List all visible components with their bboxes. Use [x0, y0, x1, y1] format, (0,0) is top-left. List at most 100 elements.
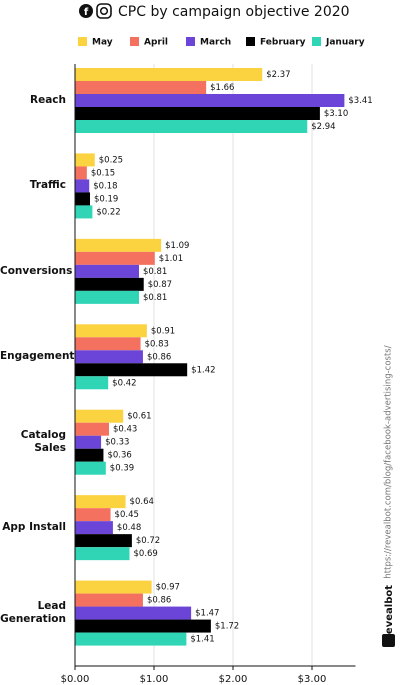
value-label: $0.45: [115, 510, 139, 520]
value-label: $1.66: [210, 83, 234, 93]
category-label: Lead Generation: [0, 600, 66, 626]
facebook-icon: [79, 4, 93, 18]
value-label: $0.87: [148, 280, 172, 290]
value-label: $0.91: [151, 326, 175, 336]
bar: [75, 448, 104, 462]
legend-swatch: [246, 37, 255, 46]
legend-swatch: [186, 37, 195, 46]
value-label: $3.10: [324, 109, 348, 119]
bar: [75, 277, 144, 291]
bar: [75, 153, 95, 167]
bar: [75, 350, 143, 364]
value-label: $2.37: [266, 70, 290, 80]
bar: [75, 606, 192, 620]
x-tick-label: $3.00: [298, 674, 327, 685]
bar: [75, 94, 345, 107]
value-label: $1.42: [191, 365, 215, 375]
value-label: $0.15: [91, 168, 115, 178]
value-label: $0.86: [147, 352, 171, 362]
bar: [75, 324, 147, 338]
value-label: $0.64: [130, 497, 154, 507]
category-label: Conversions: [0, 264, 73, 277]
bar: [75, 363, 188, 377]
value-label: $0.97: [156, 583, 180, 593]
bar: [75, 205, 93, 219]
category-label: Reach: [30, 94, 66, 106]
brand: revealbot: [384, 585, 395, 639]
value-label: $3.41: [348, 96, 372, 106]
legend-label: March: [200, 38, 231, 48]
value-label: $1.41: [190, 635, 214, 645]
legend-label: May: [92, 38, 113, 48]
value-label: $0.86: [147, 596, 171, 606]
value-label: $0.61: [127, 412, 151, 422]
facebook-glyph: f: [84, 7, 89, 18]
bar: [75, 264, 139, 278]
value-label: $0.36: [107, 451, 131, 461]
bar: [75, 179, 90, 193]
bar: [75, 495, 126, 509]
bar: [75, 580, 152, 594]
bar: [75, 534, 132, 548]
category-label: Catalog Sales: [20, 429, 66, 455]
bar: [75, 461, 106, 475]
value-label: $0.33: [105, 438, 129, 448]
legend-label: April: [144, 38, 168, 48]
value-label: $2.94: [311, 122, 335, 132]
category-label: App Install: [2, 521, 66, 534]
bar: [75, 166, 87, 180]
chart-title: CPC by campaign objective 2020: [118, 4, 350, 20]
instagram-lens: [99, 6, 109, 16]
value-label: $1.09: [165, 241, 189, 251]
bar: [75, 251, 155, 265]
bar: [75, 409, 124, 423]
x-tick-label: $0.00: [61, 674, 90, 685]
legend-label: February: [260, 38, 306, 48]
bar: [75, 290, 139, 304]
bar: [75, 120, 308, 133]
legend-swatch: [130, 37, 139, 46]
bar: [75, 107, 320, 120]
value-label: $1.47: [195, 609, 219, 619]
value-label: $1.01: [159, 254, 183, 264]
legend-label: January: [325, 38, 365, 48]
value-label: $0.18: [93, 181, 117, 191]
legend-swatch: [312, 37, 321, 46]
source-url: https://revealbot.com/blog/facebook-adve…: [384, 345, 394, 578]
brand-logo: [382, 634, 395, 647]
bar: [75, 81, 207, 94]
value-label: $0.42: [112, 378, 136, 388]
category-label: Traffic: [29, 179, 66, 192]
value-label: $0.39: [110, 464, 134, 474]
bar: [75, 337, 141, 351]
value-label: $0.25: [99, 155, 123, 165]
instagram-icon: [96, 3, 112, 19]
value-label: $0.43: [113, 425, 137, 435]
category-label: Engagement: [0, 350, 75, 363]
bar: [75, 68, 263, 81]
value-label: $0.19: [94, 194, 118, 204]
value-label: $0.81: [143, 293, 167, 303]
value-label: $0.69: [134, 549, 158, 559]
legend-swatch: [78, 37, 87, 46]
bar: [75, 547, 130, 561]
bar: [75, 593, 143, 607]
x-tick-label: $2.00: [219, 674, 248, 685]
bar: [75, 192, 91, 206]
value-label: $1.72: [215, 622, 239, 632]
bar: [75, 238, 162, 252]
value-label: $0.83: [145, 339, 169, 349]
bar: [75, 435, 102, 449]
bar: [75, 632, 187, 646]
bar: [75, 422, 109, 436]
bar: [75, 619, 211, 633]
value-label: $0.48: [117, 523, 141, 533]
bar: [75, 508, 111, 522]
bar: [75, 376, 109, 390]
bar: [75, 521, 113, 535]
value-label: $0.22: [96, 207, 120, 217]
x-tick-label: $1.00: [140, 674, 169, 685]
value-label: $0.81: [143, 267, 167, 277]
